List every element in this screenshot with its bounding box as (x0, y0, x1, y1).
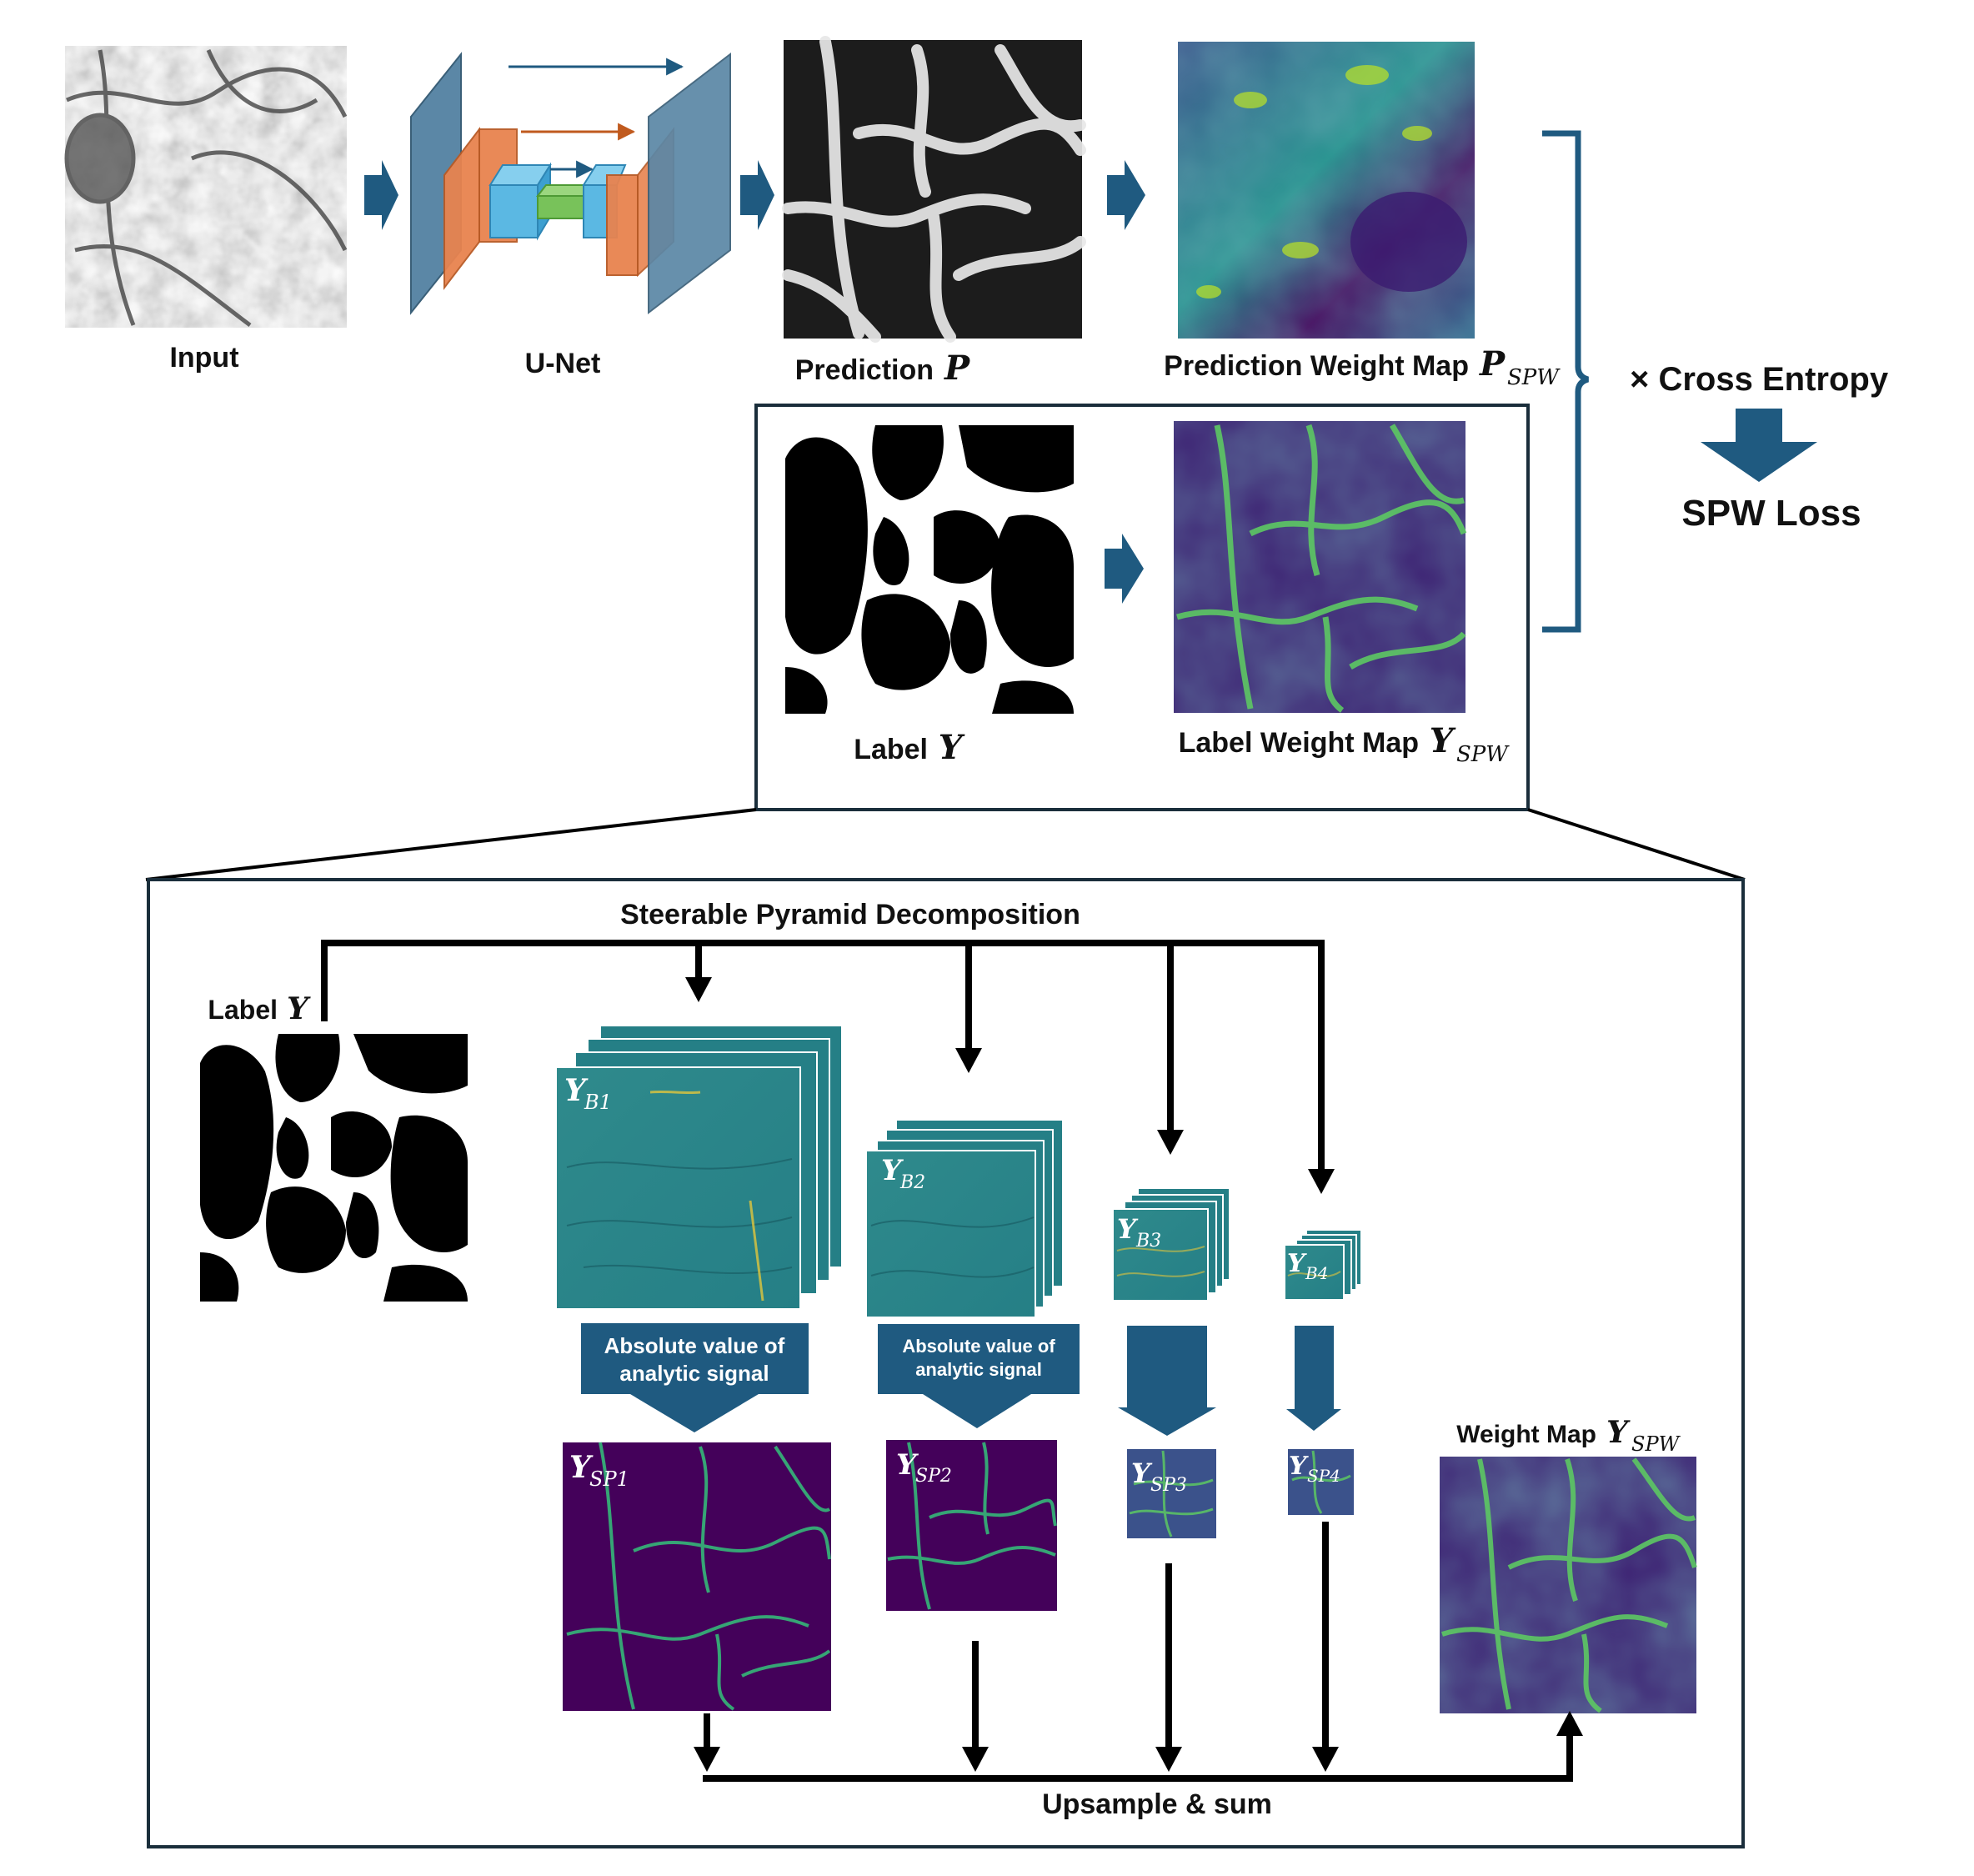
weight-map-label: Weight Map (1456, 1421, 1596, 1448)
band-1-symbol: Y (564, 1073, 589, 1108)
weight-map-sub: SPW (1631, 1432, 1681, 1456)
band-2-sub: B2 (899, 1172, 925, 1193)
abs-arrow-3 (1118, 1326, 1216, 1436)
label-image (784, 424, 1075, 715)
band-3-sub: B3 (1135, 1231, 1161, 1252)
abs-arrow-2 (878, 1324, 1080, 1428)
input-label: Input (169, 342, 238, 374)
band-2-stack (865, 1119, 1064, 1318)
band-3-stack (1112, 1187, 1230, 1302)
decomposition-arrows (321, 940, 1325, 1171)
detail-label-symbol: Y (287, 991, 311, 1026)
abs-arrow-4 (1286, 1326, 1341, 1431)
prediction-symbol: P (944, 349, 971, 388)
sp-4-sub: SP4 (1307, 1466, 1340, 1486)
arrow-label-to-weight (1105, 534, 1144, 604)
abs-box-2-line-2: analytic signal (915, 1359, 1042, 1380)
prediction-weight-symbol: P (1479, 344, 1506, 384)
sp-3-image (1127, 1449, 1216, 1538)
label-weight-sub: SPW (1456, 742, 1510, 767)
band-4-symbol: Y (1287, 1249, 1307, 1278)
label-group-box (754, 404, 1530, 811)
arrow-input-to-unet (364, 160, 398, 230)
upsample-arrowheads (694, 1711, 1583, 1772)
label-weight-map-image (1174, 421, 1467, 713)
weight-map-symbol: Y (1606, 1415, 1631, 1450)
sp-1-image (563, 1442, 831, 1711)
upsample-arrows (703, 1522, 1573, 1782)
spw-loss-label: SPW Loss (1681, 493, 1861, 534)
arrow-prediction-to-weight (1107, 160, 1145, 230)
sp-1-sub: SP1 (589, 1467, 629, 1491)
band-4-sub: B4 (1305, 1263, 1328, 1283)
prediction-weight-sub: SPW (1507, 365, 1561, 390)
combine-bracket (1542, 130, 1590, 633)
input-image (64, 46, 348, 328)
upsample-label: Upsample & sum (1042, 1788, 1272, 1820)
arrow-unet-to-prediction (740, 160, 774, 230)
label-symbol: Y (939, 728, 965, 767)
decomposition-arrowheads (685, 977, 1335, 1194)
sp-2-image (886, 1440, 1057, 1611)
abs-arrow-1 (581, 1323, 809, 1432)
unet-label: U-Net (525, 348, 601, 379)
band-1-sub: B1 (584, 1091, 612, 1114)
sp-2-sub: SP2 (915, 1466, 952, 1487)
band-1-stack (555, 1025, 843, 1310)
prediction-image (782, 36, 1086, 343)
zoom-line-left (145, 808, 757, 881)
sp-1-symbol: Y (569, 1450, 594, 1485)
zoom-line-right (1527, 808, 1746, 881)
weight-map-image (1440, 1457, 1697, 1713)
prediction-weight-map-image (1178, 42, 1475, 339)
sp-4-image (1288, 1449, 1354, 1515)
arrow-to-loss (1701, 409, 1817, 482)
sp-4-symbol: Y (1289, 1452, 1309, 1481)
prediction-weight-label: Prediction Weight Map (1164, 350, 1469, 382)
abs-box-1-line-1: Absolute value of (604, 1333, 785, 1358)
sp-3-symbol: Y (1131, 1457, 1153, 1489)
sp-3-sub: SP3 (1150, 1475, 1187, 1496)
label-label: Label (854, 734, 928, 765)
unet-diagram (410, 52, 731, 315)
band-4-stack (1284, 1229, 1362, 1301)
band-3-symbol: Y (1117, 1213, 1139, 1245)
detail-label-label: Label (208, 995, 278, 1025)
abs-box-2-line-1: Absolute value of (902, 1336, 1055, 1357)
prediction-label: Prediction (795, 354, 934, 386)
detail-title: Steerable Pyramid Decomposition (620, 899, 1080, 930)
cross-entropy-label: × Cross Entropy (1630, 361, 1889, 398)
band-2-symbol: Y (881, 1154, 904, 1187)
abs-box-1-line-2: analytic signal (619, 1361, 769, 1386)
sp-2-symbol: Y (896, 1448, 919, 1482)
label-weight-label: Label Weight Map (1179, 727, 1419, 759)
detail-label-image (198, 1032, 469, 1303)
label-weight-symbol: Y (1430, 721, 1456, 760)
